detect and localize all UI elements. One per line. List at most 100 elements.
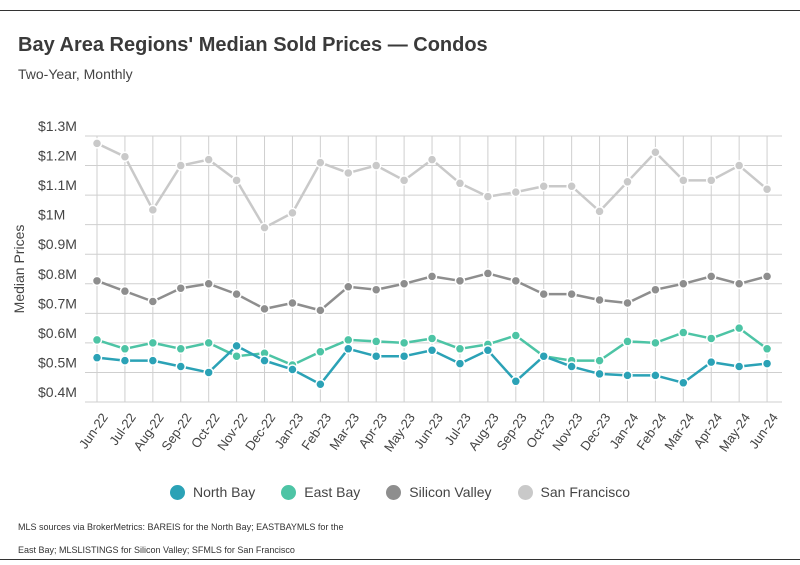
data-point bbox=[733, 361, 745, 372]
y-tick-label: $0.6M bbox=[38, 325, 77, 341]
data-point bbox=[147, 337, 159, 349]
data-point bbox=[398, 350, 410, 362]
data-point bbox=[119, 343, 131, 355]
data-point bbox=[315, 157, 326, 168]
data-point bbox=[259, 355, 270, 366]
data-point bbox=[147, 296, 159, 307]
data-point bbox=[705, 175, 717, 186]
data-point bbox=[203, 337, 214, 349]
y-tick-label: $1.3M bbox=[38, 118, 77, 134]
legend-label: San Francisco bbox=[540, 484, 630, 500]
data-point bbox=[594, 355, 605, 366]
y-tick-label: $0.7M bbox=[38, 295, 77, 311]
data-point bbox=[733, 322, 745, 334]
data-point bbox=[287, 364, 298, 375]
x-tick-label: Jun-22 bbox=[76, 410, 111, 451]
data-point bbox=[538, 288, 549, 300]
data-point bbox=[119, 355, 131, 366]
chart-title: Bay Area Regions' Median Sold Prices — C… bbox=[18, 34, 488, 56]
data-point bbox=[398, 175, 410, 186]
chart-subtitle: Two-Year, Monthly bbox=[18, 66, 133, 82]
data-point bbox=[482, 268, 494, 279]
legend-label: East Bay bbox=[304, 484, 361, 500]
data-point bbox=[426, 333, 438, 344]
data-point bbox=[650, 337, 661, 349]
y-tick-label: $0.4M bbox=[38, 384, 77, 400]
data-point bbox=[510, 330, 522, 341]
data-point bbox=[705, 356, 717, 368]
data-point bbox=[147, 355, 159, 366]
x-tick-label: Sep-22 bbox=[158, 410, 194, 453]
data-point bbox=[761, 358, 773, 369]
data-point bbox=[538, 350, 549, 362]
data-point bbox=[370, 160, 382, 171]
data-point bbox=[203, 278, 214, 290]
data-point bbox=[175, 343, 187, 355]
legend-item: San Francisco bbox=[517, 484, 630, 500]
x-tick-label: Jun-23 bbox=[411, 410, 446, 451]
data-point bbox=[650, 370, 661, 381]
legend-swatch bbox=[170, 484, 185, 500]
data-point bbox=[650, 147, 661, 158]
data-point bbox=[454, 178, 466, 189]
data-point bbox=[231, 340, 242, 352]
data-point bbox=[287, 297, 298, 309]
x-tick-label: Dec-22 bbox=[242, 410, 278, 453]
data-point bbox=[370, 350, 382, 362]
data-point bbox=[510, 376, 522, 387]
data-point bbox=[622, 336, 633, 347]
data-point bbox=[119, 285, 131, 297]
data-point bbox=[482, 345, 494, 356]
data-point bbox=[343, 167, 354, 179]
data-point bbox=[398, 278, 410, 290]
y-tick-label: $1M bbox=[38, 207, 65, 223]
data-point bbox=[175, 160, 187, 171]
data-point bbox=[566, 361, 577, 372]
data-point bbox=[231, 175, 242, 186]
data-point bbox=[594, 294, 605, 306]
data-point bbox=[761, 343, 773, 355]
data-point bbox=[454, 358, 466, 369]
legend-swatch bbox=[281, 484, 297, 500]
data-point bbox=[678, 377, 689, 389]
data-point bbox=[733, 160, 745, 171]
data-point bbox=[566, 288, 577, 300]
data-point bbox=[259, 303, 270, 315]
line-chart: $0.4M $0.5M $0.6M $0.7M $0.8M $0.9M $1M $1.1M $1… bbox=[11, 118, 782, 454]
data-point bbox=[175, 361, 187, 372]
data-point bbox=[147, 204, 159, 216]
data-point bbox=[594, 206, 605, 217]
data-point bbox=[482, 191, 494, 202]
legend-label: North Bay bbox=[193, 484, 256, 500]
data-point bbox=[343, 281, 354, 292]
data-point bbox=[705, 333, 717, 344]
y-tick-label: $1.1M bbox=[38, 177, 77, 193]
data-point bbox=[370, 284, 382, 295]
data-point bbox=[622, 370, 633, 381]
data-point bbox=[343, 343, 354, 355]
y-tick-label: $0.9M bbox=[38, 236, 77, 252]
data-point bbox=[315, 305, 326, 316]
data-point bbox=[566, 180, 577, 192]
data-point bbox=[231, 350, 242, 362]
data-point bbox=[678, 327, 689, 338]
x-tick-label: Mar-23 bbox=[326, 410, 362, 452]
data-point bbox=[287, 207, 298, 219]
data-point bbox=[678, 175, 689, 186]
data-point bbox=[622, 176, 633, 188]
legend-swatch bbox=[386, 484, 402, 500]
data-point bbox=[426, 271, 438, 282]
data-point bbox=[510, 275, 522, 287]
x-tick-label: Dec-23 bbox=[577, 410, 613, 453]
legend-label: Silicon Valley bbox=[409, 484, 492, 500]
data-point bbox=[426, 345, 438, 356]
legend-item: North Bay bbox=[170, 484, 255, 500]
data-point bbox=[761, 271, 773, 282]
legend-swatch bbox=[517, 484, 533, 500]
data-point bbox=[175, 282, 187, 294]
data-point bbox=[454, 343, 466, 355]
data-point bbox=[705, 271, 717, 282]
data-point bbox=[259, 222, 270, 233]
legend-item: Silicon Valley bbox=[386, 484, 492, 500]
